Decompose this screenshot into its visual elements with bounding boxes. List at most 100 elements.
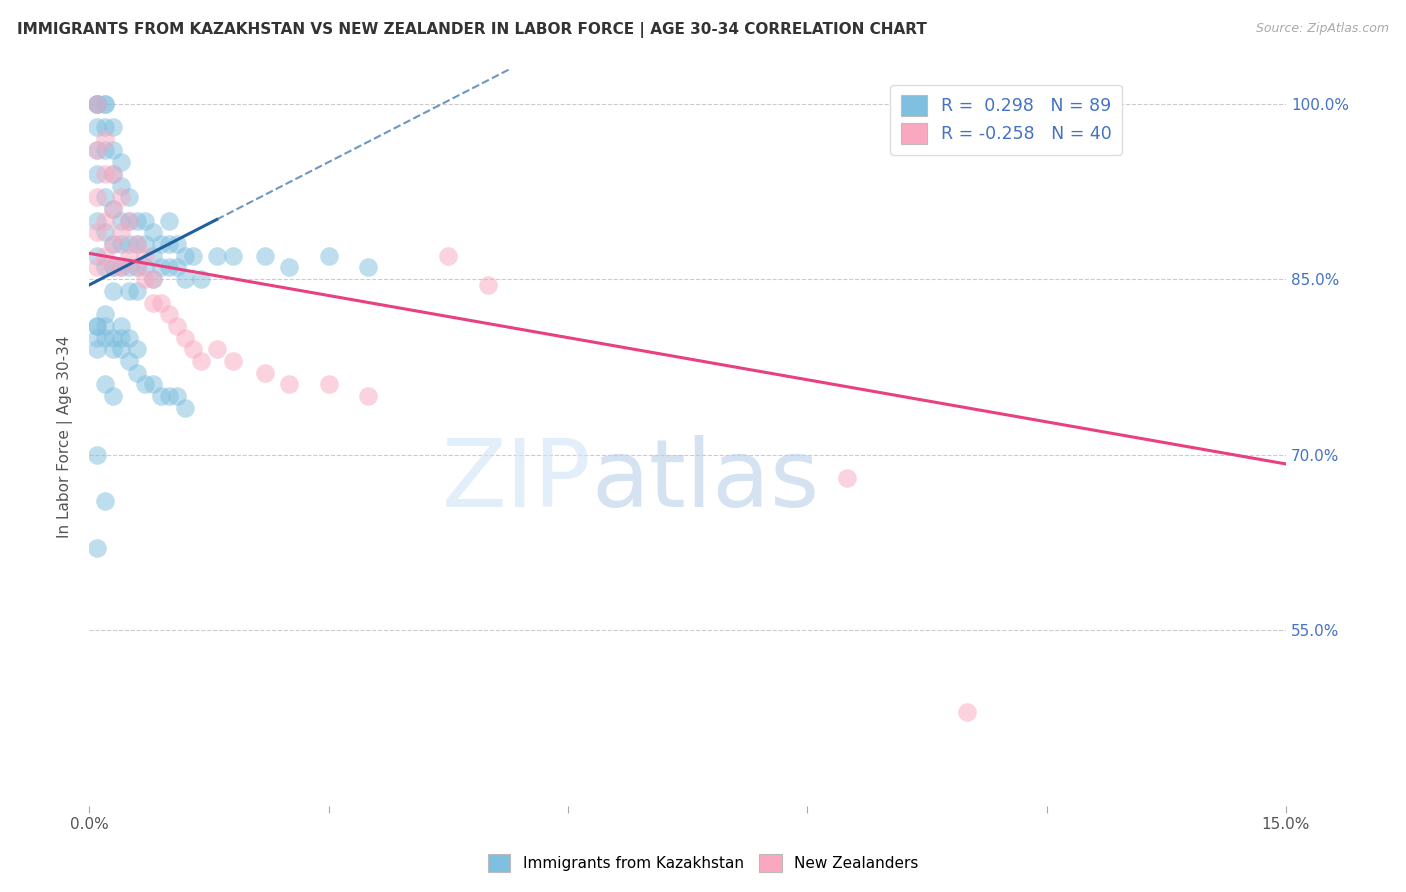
Point (118, 330, 141, 344)
Point (157, 213, 180, 227)
Point (166, 389, 188, 403)
Point (157, 389, 180, 403)
Point (94, 96, 117, 111)
Point (110, 178, 132, 193)
Point (94, 330, 117, 344)
Point (110, 213, 132, 227)
Point (86, 144, 108, 158)
Legend: Immigrants from Kazakhstan, New Zealanders: Immigrants from Kazakhstan, New Zealande… (479, 846, 927, 880)
Point (94, 167, 117, 181)
Point (86, 448, 108, 462)
Point (86, 330, 108, 344)
Point (94, 494, 117, 508)
Point (318, 377, 340, 392)
Point (125, 284, 148, 298)
Point (110, 330, 132, 344)
Point (110, 318, 132, 333)
Point (125, 213, 148, 227)
Point (86, 190, 108, 204)
Point (837, 471, 859, 485)
Point (118, 249, 141, 263)
Point (166, 237, 188, 252)
Point (94, 249, 117, 263)
Point (101, 237, 124, 252)
Point (86, 249, 108, 263)
Point (253, 366, 276, 380)
Point (86, 225, 108, 239)
Legend: R =  0.298   N = 89, R = -0.258   N = 40: R = 0.298 N = 89, R = -0.258 N = 40 (890, 85, 1122, 154)
Point (86, 96, 108, 111)
Point (101, 343, 124, 357)
Point (94, 132, 117, 146)
Point (157, 237, 180, 252)
Point (110, 190, 132, 204)
Point (86, 318, 108, 333)
Point (110, 155, 132, 169)
Point (134, 249, 156, 263)
Point (86, 318, 108, 333)
Text: atlas: atlas (592, 435, 820, 527)
Point (110, 237, 132, 252)
Point (101, 202, 124, 216)
Point (166, 260, 188, 275)
Point (86, 96, 108, 111)
Point (174, 249, 197, 263)
Point (149, 237, 172, 252)
Point (125, 366, 148, 380)
Point (149, 389, 172, 403)
Point (142, 272, 165, 286)
Point (277, 260, 299, 275)
Point (190, 354, 212, 368)
Point (86, 96, 108, 111)
Point (149, 260, 172, 275)
Point (118, 354, 141, 368)
Text: IMMIGRANTS FROM KAZAKHSTAN VS NEW ZEALANDER IN LABOR FORCE | AGE 30-34 CORRELATI: IMMIGRANTS FROM KAZAKHSTAN VS NEW ZEALAN… (17, 22, 927, 38)
Point (101, 284, 124, 298)
Point (101, 237, 124, 252)
Point (125, 343, 148, 357)
Point (86, 120, 108, 134)
Point (253, 249, 276, 263)
Point (142, 295, 165, 310)
Point (118, 237, 141, 252)
Y-axis label: In Labor Force | Age 30-34: In Labor Force | Age 30-34 (58, 335, 73, 538)
Point (125, 260, 148, 275)
Point (222, 354, 245, 368)
Point (956, 705, 979, 719)
Text: ZIP: ZIP (441, 435, 592, 527)
Point (101, 144, 124, 158)
Point (110, 225, 132, 239)
Point (142, 249, 165, 263)
Point (125, 237, 148, 252)
Point (222, 249, 245, 263)
Point (118, 284, 141, 298)
Point (134, 377, 156, 392)
Point (125, 260, 148, 275)
Point (110, 343, 132, 357)
Point (205, 343, 228, 357)
Point (101, 202, 124, 216)
Text: Source: ZipAtlas.com: Source: ZipAtlas.com (1256, 22, 1389, 36)
Point (134, 272, 156, 286)
Point (157, 307, 180, 321)
Point (118, 190, 141, 204)
Point (134, 237, 156, 252)
Point (142, 377, 165, 392)
Point (318, 249, 340, 263)
Point (101, 167, 124, 181)
Point (357, 389, 380, 403)
Point (205, 249, 228, 263)
Point (142, 272, 165, 286)
Point (166, 318, 188, 333)
Point (94, 96, 117, 111)
Point (477, 277, 499, 292)
Point (101, 389, 124, 403)
Point (94, 307, 117, 321)
Point (94, 213, 117, 227)
Point (94, 377, 117, 392)
Point (86, 343, 108, 357)
Point (142, 225, 165, 239)
Point (94, 225, 117, 239)
Point (86, 260, 108, 275)
Point (174, 272, 197, 286)
